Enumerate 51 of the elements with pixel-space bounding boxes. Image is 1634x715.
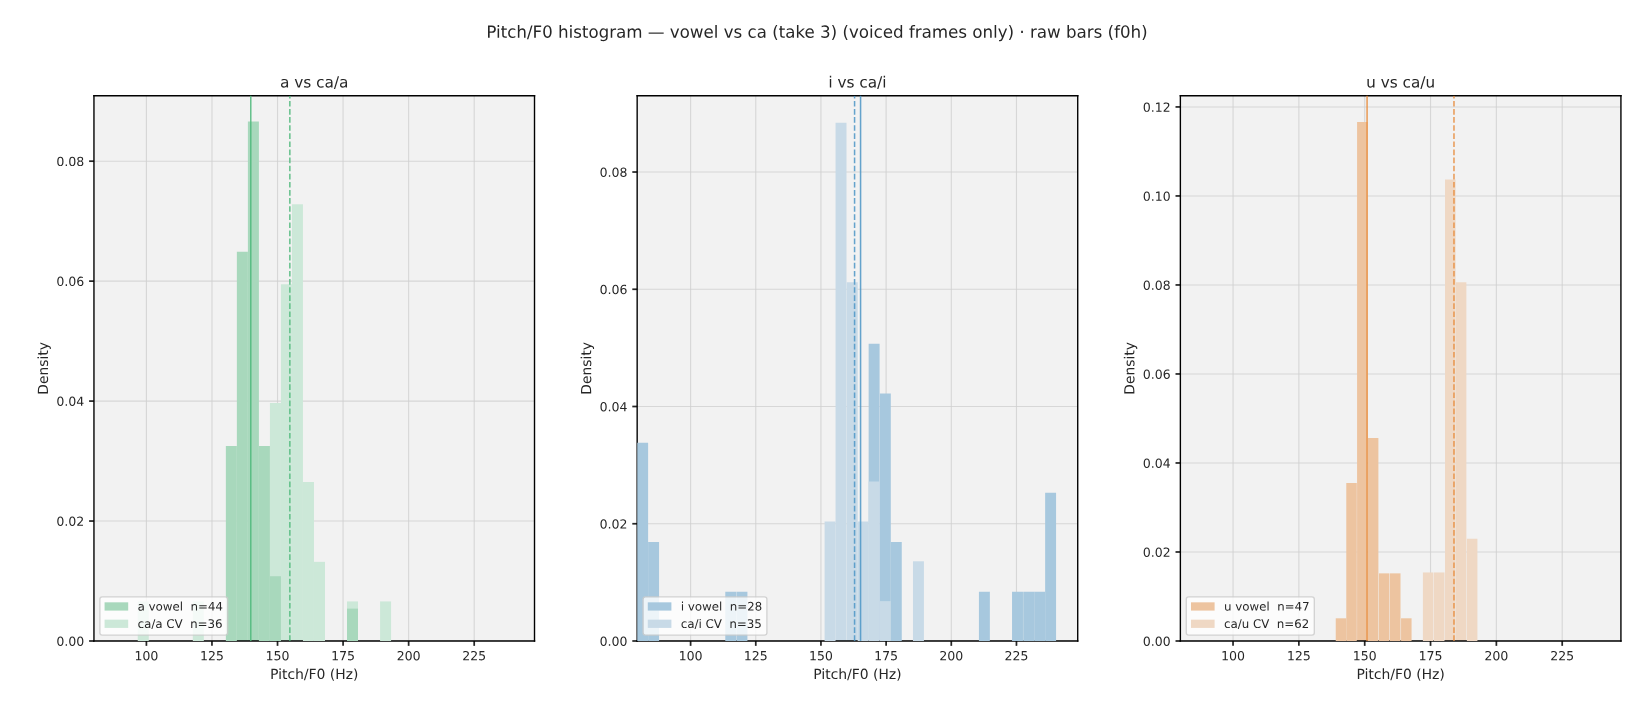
x-tick-label: 150 <box>266 650 289 661</box>
x-tick-label: 200 <box>1485 650 1508 661</box>
x-tick-label: 100 <box>1222 650 1245 661</box>
legend-label: u vowel n=47 <box>1225 601 1309 611</box>
x-tick-label: 125 <box>745 650 767 661</box>
text: Pitch/F0 histogram — vowel vs ca (take 3) (voiced frames only) · raw bars (f0h) <box>488 25 1147 42</box>
y-tick-label: 0.04 <box>600 401 627 412</box>
y-tick-label: 0.12 <box>1143 102 1170 112</box>
legend-label: i vowel n=28 <box>681 601 762 611</box>
x-tick-label: 175 <box>875 651 897 661</box>
x-axis-title: Pitch/F0 (Hz) <box>271 668 358 681</box>
x-tick-label: 150 <box>810 650 833 661</box>
y-tick-label: 0.08 <box>1143 280 1170 290</box>
y-tick-label: 0.00 <box>57 636 84 646</box>
y-tick-label: 0.04 <box>1143 458 1170 468</box>
chart-title: a vs ca/a <box>280 76 348 89</box>
y-tick-label: 0.08 <box>600 167 627 177</box>
legend-label: ca/a CV n=36 <box>138 619 222 630</box>
x-tick-label: 225 <box>1551 650 1574 661</box>
y-tick-label: 0.08 <box>57 156 84 167</box>
y-tick-label: 0.00 <box>1143 636 1170 646</box>
x-tick-label: 200 <box>397 650 420 661</box>
legend-label: ca/i CV n=35 <box>681 618 761 630</box>
y-axis-title: Density <box>37 342 51 394</box>
x-tick-label: 200 <box>940 650 963 661</box>
x-tick-label: 100 <box>680 650 702 661</box>
y-tick-label: 0.06 <box>1143 369 1170 379</box>
y-axis-title: Density <box>580 342 595 394</box>
x-tick-label: 125 <box>1288 650 1310 661</box>
chart-title: i vs ca/i <box>829 75 886 89</box>
x-tick-label: 150 <box>1354 650 1376 661</box>
legend-label: a vowel n=44 <box>138 601 223 611</box>
x-axis-title: Pitch/F0 (Hz) <box>814 668 901 681</box>
chart-title: u vs ca/u <box>1367 76 1434 89</box>
x-axis-title: Pitch/F0 (Hz) <box>1357 668 1444 681</box>
y-tick-label: 0.06 <box>600 284 627 295</box>
y-tick-label: 0.02 <box>57 516 83 526</box>
legend-label: ca/u CV n=62 <box>1224 619 1309 630</box>
y-tick-label: 0.02 <box>1143 547 1170 557</box>
y-tick-label: 0.10 <box>1143 191 1170 201</box>
x-tick-label: 175 <box>1419 651 1442 661</box>
x-tick-label: 175 <box>332 651 354 661</box>
y-tick-label: 0.00 <box>600 636 627 646</box>
y-axis-title: Density <box>1123 342 1138 394</box>
y-tick-label: 0.06 <box>57 276 84 287</box>
x-tick-label: 225 <box>463 650 486 661</box>
x-tick-label: 100 <box>135 650 158 661</box>
y-tick-label: 0.02 <box>600 519 627 529</box>
x-tick-label: 225 <box>1005 650 1028 661</box>
x-tick-label: 125 <box>201 650 223 661</box>
y-tick-label: 0.04 <box>57 396 84 407</box>
